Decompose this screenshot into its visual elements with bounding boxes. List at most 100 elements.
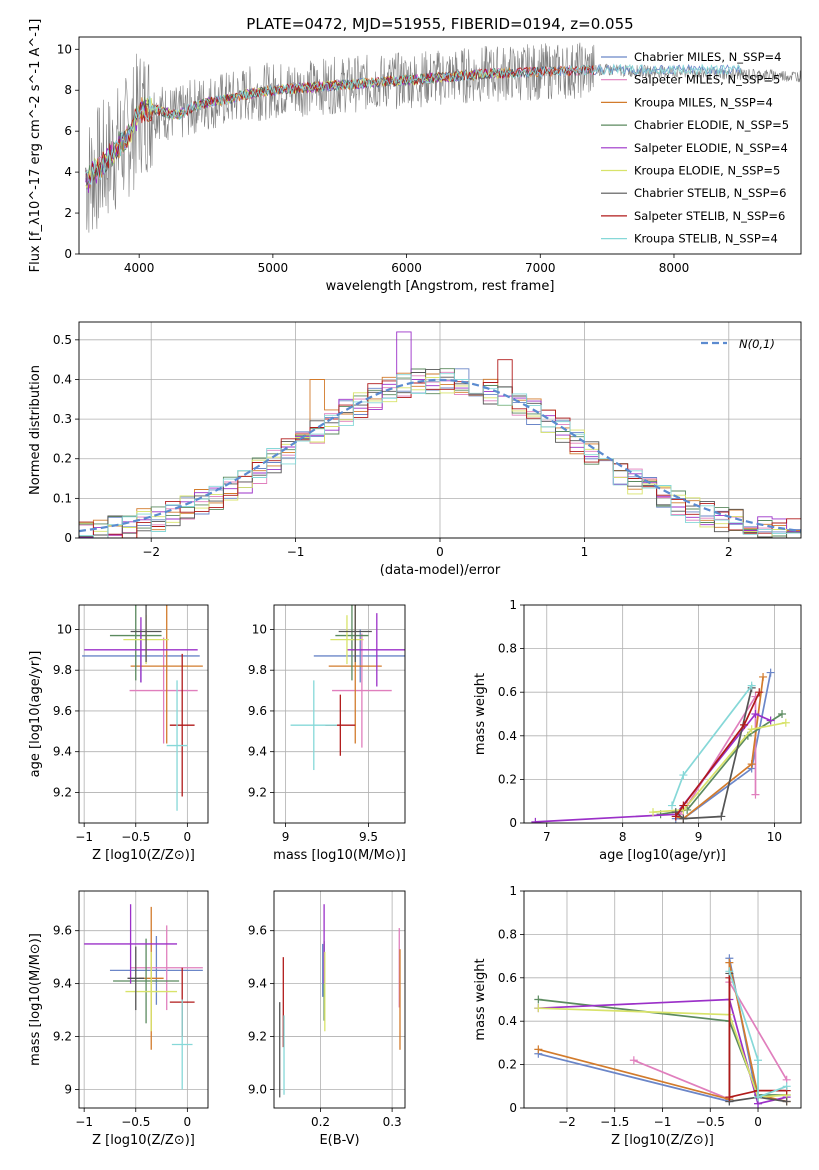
spectrum-data-line — [85, 42, 801, 233]
mass_vs_EBV-xlabel: E(B-V) — [319, 1133, 359, 1148]
weight-marker — [671, 812, 680, 821]
mass_vs_EBV-xtick-label: 0.3 — [383, 1115, 402, 1129]
weight_vs_Z-ytick-label: 0.8 — [498, 927, 517, 941]
mass_vs_EBV-ytick-label: 9.2 — [248, 1030, 267, 1044]
spectrum-xtick-label: 4000 — [124, 261, 155, 275]
mass_vs_EBV-panel: 0.2 0.3 9.0 9.2 9.4 9.6 E(B-V) — [248, 890, 406, 1148]
weight-line — [538, 1007, 787, 1099]
weight_vs_Z-ylabel: mass weight — [473, 958, 488, 1040]
legend-entry: Kroupa ELODIE, N_SSP=5 — [634, 164, 780, 178]
weight-line — [675, 687, 753, 820]
weight_vs_Z-xtick-label: −1 — [654, 1115, 672, 1129]
legend-entry: Salpeter MILES, N_SSP=5 — [634, 73, 780, 87]
age_vs_mass-ytick-label: 9.8 — [248, 663, 267, 677]
residual-histogram — [79, 377, 801, 538]
age_vs_Z-xtick-label: −1 — [75, 830, 93, 844]
weight-line — [728, 971, 788, 1099]
weight-marker — [778, 710, 787, 718]
weight_vs_Z-ytick-label: 0.6 — [498, 971, 517, 985]
spectrum-ytick-label: 4 — [64, 165, 72, 179]
residuals-xtick-label: −1 — [287, 545, 305, 559]
mass_vs_Z-xtick-label: −0.5 — [121, 1115, 150, 1129]
age_vs_Z-ytick-label: 9.6 — [53, 704, 72, 718]
spectrum-panel: 4000 5000 6000 7000 8000 0 2 4 6 8 10 wavelength [A… — [28, 19, 802, 294]
weight_vs_Z-xtick-label: −2 — [558, 1115, 576, 1129]
weight_vs_Z-ytick-label: 0 — [509, 1101, 517, 1115]
residuals-panel: −2 −1 0 1 2 0 0.1 0.2 0.3 0.4 0.5 (data-model)/erro… — [28, 321, 802, 578]
mass_vs_Z-ytick-label: 9.6 — [53, 924, 72, 938]
mass_vs_Z-xlabel: Z [log10(Z/Z⊙)] — [92, 1133, 195, 1148]
weight_vs_age-panel: 7 8 9 10 0 0.2 0.4 0.6 0.8 1 age [log10(age/yr)] ma… — [473, 598, 802, 863]
weight-marker — [679, 771, 688, 780]
spectrum-xtick-label: 7000 — [525, 261, 556, 275]
weight_vs_Z-xlabel: Z [log10(Z/Z⊙)] — [611, 1133, 714, 1148]
spectrum-ytick-label: 10 — [57, 42, 72, 56]
weight-line — [652, 721, 786, 813]
mass_vs_Z-xtick-label: 0 — [184, 1115, 192, 1129]
residuals-xtick-label: −2 — [142, 545, 160, 559]
mass_vs_Z-ylabel: mass [log10(M/M⊙)] — [28, 933, 43, 1066]
weight_vs_Z-ytick-label: 1 — [509, 884, 517, 898]
weight-marker — [747, 760, 756, 769]
age_vs_Z-xlabel: Z [log10(Z/Z⊙)] — [92, 848, 195, 863]
weight-line — [538, 958, 759, 1104]
mass_vs_Z-xtick-label: −1 — [75, 1115, 93, 1129]
age_vs_Z-ytick-label: 10 — [57, 622, 72, 636]
residuals-xtick-label: 0 — [436, 545, 444, 559]
weight_vs_age-xtick-label: 7 — [543, 830, 551, 844]
weight_vs_age-xtick-label: 8 — [619, 830, 627, 844]
spectrum-model-line — [85, 63, 742, 186]
weight_vs_age-ylabel: mass weight — [473, 673, 488, 755]
weight-marker — [751, 710, 760, 718]
age_vs_Z-ytick-label: 9.8 — [53, 663, 72, 677]
spectrum-ytick-label: 0 — [64, 247, 72, 261]
weight_vs_Z-panel: −2 −1.5 −1 −0.5 0 0 0.2 0.4 0.6 0.8 1 Z [log10(Z/Z⊙… — [473, 884, 802, 1148]
age_vs_Z-ytick-label: 9.2 — [53, 785, 72, 799]
weight_vs_Z-xtick-label: −1.5 — [600, 1115, 629, 1129]
weight-marker — [747, 725, 756, 734]
weight-line — [675, 676, 764, 820]
weight-marker — [759, 672, 768, 681]
weight-marker — [766, 668, 775, 677]
age_vs_Z-ytick-label: 9.4 — [53, 745, 72, 759]
weight-marker — [725, 958, 734, 967]
residuals-xtick-label: 2 — [725, 545, 733, 559]
spectrum-model-line — [85, 67, 514, 190]
weight-marker — [679, 814, 688, 823]
legend-entry: Kroupa STELIB, N_SSP=4 — [634, 232, 778, 246]
weight_vs_Z-xtick-label: −0.5 — [696, 1115, 725, 1129]
weight_vs_age-ytick-label: 0.6 — [498, 685, 517, 699]
legend-entry: Salpeter STELIB, N_SSP=6 — [634, 209, 785, 223]
spectrum-ylabel: Flux [f_λ10^-17 erg cm^-2 s^-1 A^-1] — [28, 19, 43, 273]
weight-marker — [754, 1056, 763, 1065]
mass_vs_EBV-xtick-label: 0.2 — [311, 1115, 330, 1129]
mass_vs_Z-ytick-label: 9.4 — [53, 977, 72, 991]
residuals-ytick-label: 0.3 — [53, 412, 72, 426]
age_vs_Z-ylabel: age [log10(age/yr)] — [28, 651, 43, 778]
weight-marker — [782, 1082, 791, 1091]
mass_vs_Z-panel: −1 −0.5 0 9 9.2 9.4 9.6 Z [log10(Z/Z⊙)] mass [lo… — [28, 890, 209, 1148]
weight_vs_Z-ytick-label: 0.2 — [498, 1058, 517, 1072]
weight-marker — [781, 718, 790, 727]
weight-marker — [755, 688, 764, 697]
spectrum-model-line — [85, 65, 595, 186]
weight-marker — [782, 1097, 791, 1106]
legend-entry: Salpeter ELODIE, N_SSP=4 — [634, 141, 788, 155]
weight_vs_age-xtick-label: 10 — [767, 830, 782, 844]
weight-marker — [534, 1045, 543, 1054]
age_vs_mass-panel: 9 9.5 9.2 9.4 9.6 9.8 10 mass [log10(M/M⊙)] — [248, 604, 406, 863]
weight_vs_age-xlabel: age [log10(age/yr)] — [599, 848, 726, 863]
legend-entry: Chabrier MILES, N_SSP=4 — [634, 50, 781, 64]
weight_vs_age-ytick-label: 1 — [509, 598, 517, 612]
residuals-xlabel: (data-model)/error — [380, 563, 501, 578]
normal-curve — [79, 378, 801, 533]
weight_vs_Z-xtick-label: 0 — [754, 1115, 762, 1129]
age_vs_mass-ytick-label: 9.6 — [248, 704, 267, 718]
weight-marker — [629, 1056, 638, 1065]
weight-line — [535, 712, 771, 823]
weight-marker — [747, 681, 756, 690]
age_vs_Z-panel: −1 −0.5 0 9.2 9.4 9.6 9.8 10 Z [log10(Z/Z⊙)] age … — [28, 604, 209, 863]
residuals-ytick-label: 0.1 — [53, 491, 72, 505]
age_vs_mass-xtick-label: 9.5 — [359, 830, 378, 844]
